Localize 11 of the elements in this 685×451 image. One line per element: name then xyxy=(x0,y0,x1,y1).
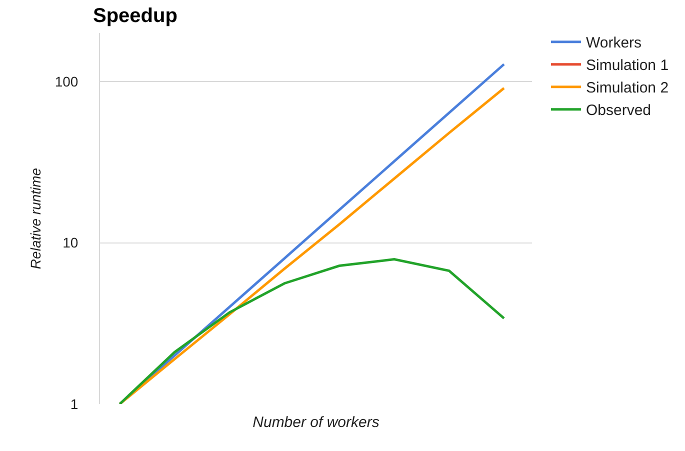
y-tick-label: 1 xyxy=(70,396,78,412)
line-series xyxy=(118,258,506,404)
legend-label: Workers xyxy=(586,34,642,52)
x-axis-title: Number of workers xyxy=(252,414,380,431)
chart-title: Speedup xyxy=(93,5,178,27)
y-tick-label: 10 xyxy=(62,234,78,251)
legend-label: Simulation 1 xyxy=(586,57,669,74)
y-tick-label: 100 xyxy=(54,73,78,90)
legend-label: Observed xyxy=(586,102,652,120)
y-axis-title: Relative runtime xyxy=(27,168,44,270)
legend-label: Simulation 2 xyxy=(586,80,669,97)
